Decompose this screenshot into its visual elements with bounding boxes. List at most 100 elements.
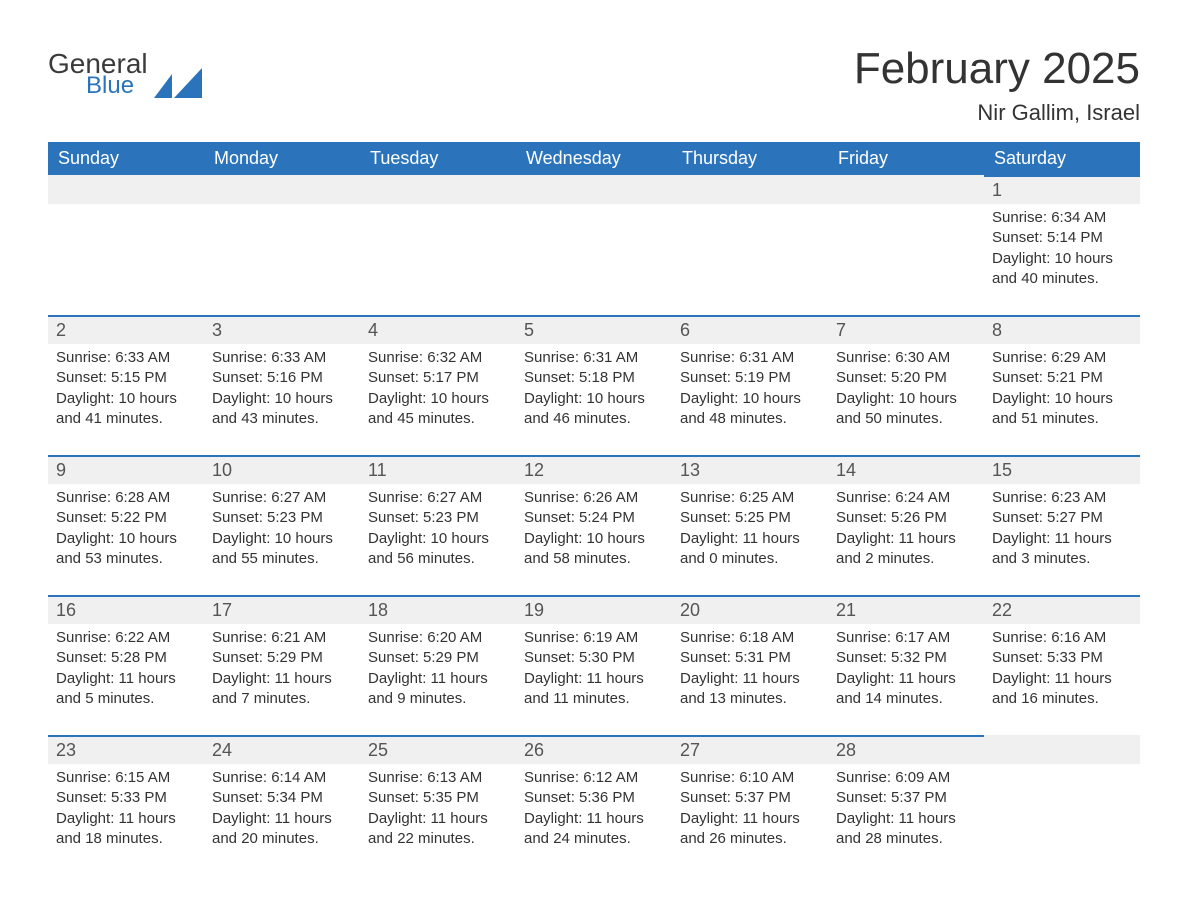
- day-details: Sunrise: 6:26 AMSunset: 5:24 PMDaylight:…: [516, 484, 672, 569]
- day-sunrise: Sunrise: 6:19 AM: [524, 628, 664, 648]
- day-wrap: 4Sunrise: 6:32 AMSunset: 5:17 PMDaylight…: [360, 315, 516, 455]
- day-number: [516, 175, 672, 204]
- weekday-header: Friday: [828, 142, 984, 175]
- weekday-header: Thursday: [672, 142, 828, 175]
- day-sunset: Sunset: 5:30 PM: [524, 648, 664, 668]
- day-sunrise: Sunrise: 6:32 AM: [368, 348, 508, 368]
- day-dl2: and 14 minutes.: [836, 689, 976, 709]
- day-dl2: and 40 minutes.: [992, 269, 1132, 289]
- day-dl1: Daylight: 10 hours: [992, 389, 1132, 409]
- day-wrap: 1Sunrise: 6:34 AMSunset: 5:14 PMDaylight…: [984, 175, 1140, 315]
- day-dl2: and 13 minutes.: [680, 689, 820, 709]
- day-sunrise: Sunrise: 6:31 AM: [680, 348, 820, 368]
- calendar-cell: 12Sunrise: 6:26 AMSunset: 5:24 PMDayligh…: [516, 455, 672, 595]
- day-wrap: 14Sunrise: 6:24 AMSunset: 5:26 PMDayligh…: [828, 455, 984, 595]
- day-details: Sunrise: 6:17 AMSunset: 5:32 PMDaylight:…: [828, 624, 984, 709]
- day-sunset: Sunset: 5:26 PM: [836, 508, 976, 528]
- day-sunset: Sunset: 5:36 PM: [524, 788, 664, 808]
- weekday-header: Saturday: [984, 142, 1140, 175]
- day-dl1: Daylight: 11 hours: [524, 809, 664, 829]
- day-dl2: and 7 minutes.: [212, 689, 352, 709]
- day-sunset: Sunset: 5:33 PM: [992, 648, 1132, 668]
- day-details: Sunrise: 6:16 AMSunset: 5:33 PMDaylight:…: [984, 624, 1140, 709]
- calendar-cell: 25Sunrise: 6:13 AMSunset: 5:35 PMDayligh…: [360, 735, 516, 875]
- calendar-cell: [360, 175, 516, 315]
- day-number: 1: [984, 175, 1140, 204]
- day-number: 7: [828, 315, 984, 344]
- day-sunrise: Sunrise: 6:30 AM: [836, 348, 976, 368]
- day-details: Sunrise: 6:14 AMSunset: 5:34 PMDaylight:…: [204, 764, 360, 849]
- day-sunset: Sunset: 5:18 PM: [524, 368, 664, 388]
- day-sunset: Sunset: 5:33 PM: [56, 788, 196, 808]
- day-dl1: Daylight: 10 hours: [992, 249, 1132, 269]
- calendar-cell: 23Sunrise: 6:15 AMSunset: 5:33 PMDayligh…: [48, 735, 204, 875]
- day-number: 24: [204, 735, 360, 764]
- day-dl2: and 9 minutes.: [368, 689, 508, 709]
- weekday-header: Monday: [204, 142, 360, 175]
- day-sunset: Sunset: 5:20 PM: [836, 368, 976, 388]
- day-dl2: and 5 minutes.: [56, 689, 196, 709]
- calendar-cell: 2Sunrise: 6:33 AMSunset: 5:15 PMDaylight…: [48, 315, 204, 455]
- day-dl1: Daylight: 11 hours: [836, 529, 976, 549]
- day-number: [48, 175, 204, 204]
- day-dl2: and 0 minutes.: [680, 549, 820, 569]
- day-number: 16: [48, 595, 204, 624]
- day-dl2: and 46 minutes.: [524, 409, 664, 429]
- day-number: 12: [516, 455, 672, 484]
- day-dl1: Daylight: 11 hours: [836, 809, 976, 829]
- day-dl1: Daylight: 11 hours: [212, 809, 352, 829]
- day-sunset: Sunset: 5:16 PM: [212, 368, 352, 388]
- day-wrap: 7Sunrise: 6:30 AMSunset: 5:20 PMDaylight…: [828, 315, 984, 455]
- calendar-cell: 1Sunrise: 6:34 AMSunset: 5:14 PMDaylight…: [984, 175, 1140, 315]
- day-dl1: Daylight: 11 hours: [56, 669, 196, 689]
- day-details: Sunrise: 6:15 AMSunset: 5:33 PMDaylight:…: [48, 764, 204, 849]
- calendar-cell: 24Sunrise: 6:14 AMSunset: 5:34 PMDayligh…: [204, 735, 360, 875]
- day-sunset: Sunset: 5:19 PM: [680, 368, 820, 388]
- day-details: Sunrise: 6:33 AMSunset: 5:15 PMDaylight:…: [48, 344, 204, 429]
- day-sunrise: Sunrise: 6:27 AM: [212, 488, 352, 508]
- day-dl2: and 24 minutes.: [524, 829, 664, 849]
- day-dl2: and 50 minutes.: [836, 409, 976, 429]
- day-number: 2: [48, 315, 204, 344]
- day-sunset: Sunset: 5:25 PM: [680, 508, 820, 528]
- day-dl2: and 55 minutes.: [212, 549, 352, 569]
- day-wrap: 23Sunrise: 6:15 AMSunset: 5:33 PMDayligh…: [48, 735, 204, 875]
- day-dl1: Daylight: 11 hours: [992, 529, 1132, 549]
- day-dl1: Daylight: 10 hours: [524, 529, 664, 549]
- day-wrap: 24Sunrise: 6:14 AMSunset: 5:34 PMDayligh…: [204, 735, 360, 875]
- day-dl2: and 53 minutes.: [56, 549, 196, 569]
- day-dl2: and 48 minutes.: [680, 409, 820, 429]
- day-number: 27: [672, 735, 828, 764]
- calendar-week: 1Sunrise: 6:34 AMSunset: 5:14 PMDaylight…: [48, 175, 1140, 315]
- day-wrap: 5Sunrise: 6:31 AMSunset: 5:18 PMDaylight…: [516, 315, 672, 455]
- day-sunrise: Sunrise: 6:18 AM: [680, 628, 820, 648]
- day-details: Sunrise: 6:31 AMSunset: 5:19 PMDaylight:…: [672, 344, 828, 429]
- day-number: 11: [360, 455, 516, 484]
- day-details: Sunrise: 6:34 AMSunset: 5:14 PMDaylight:…: [984, 204, 1140, 289]
- day-details: Sunrise: 6:21 AMSunset: 5:29 PMDaylight:…: [204, 624, 360, 709]
- weekday-header: Tuesday: [360, 142, 516, 175]
- header: General Blue February 2025 Nir Gallim, I…: [48, 44, 1140, 126]
- title-block: February 2025 Nir Gallim, Israel: [854, 44, 1140, 126]
- day-wrap: 16Sunrise: 6:22 AMSunset: 5:28 PMDayligh…: [48, 595, 204, 735]
- day-number: [672, 175, 828, 204]
- day-sunset: Sunset: 5:37 PM: [836, 788, 976, 808]
- calendar-week: 2Sunrise: 6:33 AMSunset: 5:15 PMDaylight…: [48, 315, 1140, 455]
- day-number: 21: [828, 595, 984, 624]
- title-month-year: February 2025: [854, 44, 1140, 94]
- day-sunrise: Sunrise: 6:23 AM: [992, 488, 1132, 508]
- day-dl2: and 11 minutes.: [524, 689, 664, 709]
- calendar-cell: [516, 175, 672, 315]
- day-dl2: and 3 minutes.: [992, 549, 1132, 569]
- day-number: 20: [672, 595, 828, 624]
- calendar-week: 23Sunrise: 6:15 AMSunset: 5:33 PMDayligh…: [48, 735, 1140, 875]
- day-wrap: 6Sunrise: 6:31 AMSunset: 5:19 PMDaylight…: [672, 315, 828, 455]
- day-sunrise: Sunrise: 6:10 AM: [680, 768, 820, 788]
- calendar-cell: 26Sunrise: 6:12 AMSunset: 5:36 PMDayligh…: [516, 735, 672, 875]
- day-number: 19: [516, 595, 672, 624]
- day-dl1: Daylight: 10 hours: [680, 389, 820, 409]
- day-sunset: Sunset: 5:23 PM: [368, 508, 508, 528]
- day-sunrise: Sunrise: 6:25 AM: [680, 488, 820, 508]
- day-dl2: and 22 minutes.: [368, 829, 508, 849]
- day-wrap: 2Sunrise: 6:33 AMSunset: 5:15 PMDaylight…: [48, 315, 204, 455]
